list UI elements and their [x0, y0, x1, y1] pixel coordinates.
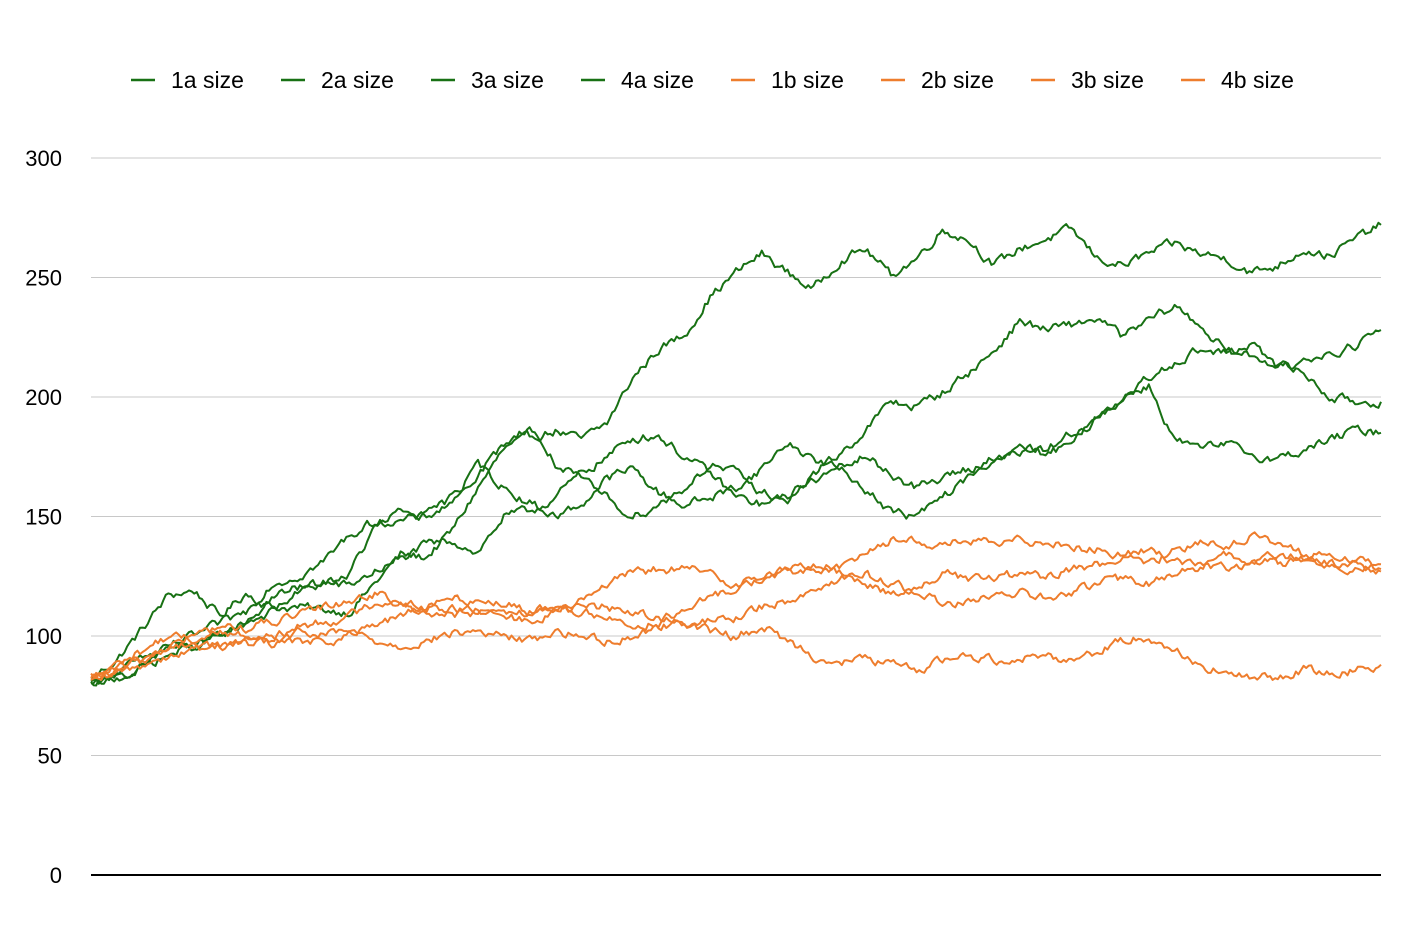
y-tick-label: 50	[38, 744, 62, 769]
legend-item: 4b size	[1181, 67, 1294, 93]
y-tick-label: 0	[50, 863, 62, 888]
y-axis-ticks: 0 50 100 150 200 250 300	[25, 146, 62, 888]
legend-item: 2a size	[281, 67, 394, 93]
y-tick-label: 150	[25, 505, 62, 530]
legend-label: 3b size	[1071, 67, 1144, 93]
legend-item: 3a size	[431, 67, 544, 93]
series-lines	[90, 221, 1382, 687]
legend-item: 2b size	[881, 67, 994, 93]
series-line-4b-size	[90, 550, 1382, 681]
legend-item: 4a size	[581, 67, 694, 93]
y-tick-label: 300	[25, 146, 62, 171]
legend-label: 3a size	[471, 67, 544, 93]
series-line-3a-size	[90, 383, 1382, 685]
gridlines	[91, 157, 1381, 756]
legend-item: 3b size	[1031, 67, 1144, 93]
legend: 1a size 2a size 3a size 4a size 1b size 2b si…	[131, 67, 1294, 93]
legend-label: 4b size	[1221, 67, 1294, 93]
y-tick-label: 250	[25, 266, 62, 291]
legend-label: 4a size	[621, 67, 694, 93]
legend-item: 1a size	[131, 67, 244, 93]
series-line-2b-size	[90, 534, 1382, 679]
series-line-1b-size	[90, 618, 1382, 681]
legend-label: 2b size	[921, 67, 994, 93]
legend-label: 1a size	[171, 67, 244, 93]
series-line-2a-size	[90, 303, 1382, 687]
series-line-1a-size	[90, 221, 1382, 680]
y-tick-label: 100	[25, 624, 62, 649]
series-line-4a-size	[90, 329, 1382, 685]
series-line-3b-size	[90, 531, 1382, 679]
legend-label: 2a size	[321, 67, 394, 93]
y-tick-label: 200	[25, 385, 62, 410]
legend-label: 1b size	[771, 67, 844, 93]
legend-item: 1b size	[731, 67, 844, 93]
